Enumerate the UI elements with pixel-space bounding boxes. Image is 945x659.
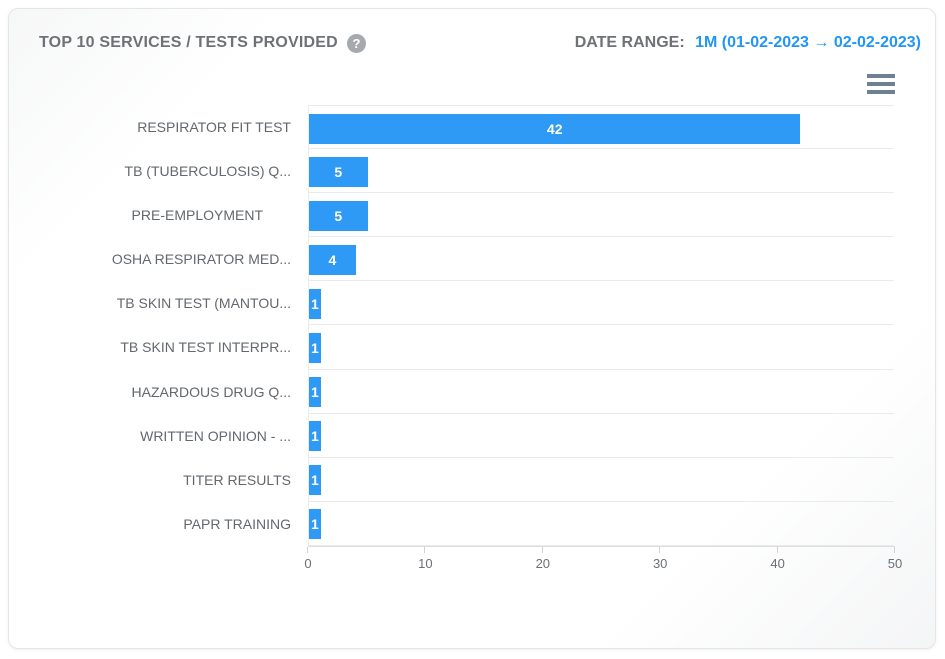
x-axis-tick-label: 40	[770, 556, 785, 571]
y-axis-category-label: TB SKIN TEST (MANTOU...	[116, 295, 291, 312]
chart-row: TB SKIN TEST (MANTOU... 1	[9, 281, 935, 326]
x-axis-tick-label: 30	[652, 556, 668, 571]
chart-row: TB (TUBERCULOSIS) Q... 5	[9, 149, 935, 194]
bar-value-label: 42	[546, 120, 563, 137]
bar-track: 1	[308, 413, 894, 458]
question-mark-icon[interactable]: ?	[346, 33, 366, 53]
chart-row: OSHA RESPIRATOR MED... 4	[9, 237, 935, 282]
bar-value-label: 1	[310, 339, 319, 356]
bar-value-label: 5	[334, 163, 343, 180]
bar[interactable]: 1	[309, 465, 321, 496]
y-axis-category-label: WRITTEN OPINION - ...	[140, 427, 291, 444]
top-services-chart-card: TOP 10 SERVICES / TESTS PROVIDED ? DATE …	[8, 8, 936, 649]
bar-value-label: 5	[334, 207, 343, 224]
bar[interactable]: 5	[309, 156, 368, 187]
bar-chart-plot-area: RESPIRATOR FIT TEST 42 TB (TUBERCULOSIS)…	[9, 105, 935, 546]
x-axis-tick	[894, 547, 895, 553]
bar-track: 1	[308, 369, 894, 414]
date-range-label: DATE RANGE:	[574, 34, 685, 51]
bar[interactable]: 1	[309, 377, 321, 408]
y-axis-category-label: PRE-EMPLOYMENT	[131, 207, 263, 224]
hamburger-bar	[867, 82, 895, 86]
date-range-value[interactable]: 1M (01-02-2023 → 02-02-2023)	[695, 34, 921, 51]
bar-track: 1	[308, 501, 894, 546]
bar-track: 5	[308, 149, 894, 194]
x-axis-tick	[424, 547, 426, 553]
y-axis-category-label: TB SKIN TEST INTERPR...	[120, 339, 291, 356]
chart-title: TOP 10 SERVICES / TESTS PROVIDED	[39, 34, 338, 51]
x-axis-tick	[541, 547, 543, 553]
x-axis-labels: 0 10 20 30 40 50	[304, 556, 902, 572]
bar[interactable]: 4	[309, 244, 356, 275]
bar-track: 1	[308, 281, 894, 326]
chart-row: PRE-EMPLOYMENT 5	[9, 193, 935, 238]
bar-track: 1	[308, 457, 894, 502]
date-range: DATE RANGE: 1M (01-02-2023 → 02-02-2023)	[575, 34, 921, 52]
chart-header: TOP 10 SERVICES / TESTS PROVIDED ? DATE …	[39, 32, 921, 54]
x-axis-tick	[776, 547, 778, 553]
bar[interactable]: 1	[309, 509, 321, 540]
bar[interactable]: 1	[309, 332, 321, 363]
x-axis-tick	[307, 547, 308, 553]
y-axis-category-label: RESPIRATOR FIT TEST	[137, 119, 291, 135]
bar-track: 5	[308, 193, 894, 238]
bar[interactable]: 5	[309, 200, 368, 231]
y-axis-category-label: HAZARDOUS DRUG Q...	[131, 383, 291, 400]
bar-value-label: 4	[328, 251, 337, 268]
bar-track: 42	[308, 105, 894, 150]
x-axis-line	[307, 546, 895, 553]
bar[interactable]: 1	[309, 288, 321, 319]
chart-row: PAPR TRAINING 1	[9, 501, 935, 546]
hamburger-bar	[867, 90, 895, 94]
bar-value-label: 1	[310, 295, 319, 312]
bar-track: 4	[308, 237, 894, 282]
chart-row: TB SKIN TEST INTERPR... 1	[9, 325, 935, 370]
bar-track: 1	[308, 325, 894, 370]
bar[interactable]: 1	[309, 421, 321, 452]
bar-value-label: 1	[310, 516, 319, 533]
chart-row: WRITTEN OPINION - ... 1	[9, 413, 935, 458]
x-axis-tick-label: 50	[887, 556, 903, 571]
bar-value-label: 1	[310, 428, 319, 445]
x-axis-tick-label: 20	[535, 556, 551, 571]
chart-row: RESPIRATOR FIT TEST 42	[9, 105, 935, 150]
bar-value-label: 1	[310, 472, 319, 489]
chart-row: TITER RESULTS 1	[9, 457, 935, 502]
bar-value-label: 1	[310, 384, 319, 401]
y-axis-category-label: PAPR TRAINING	[183, 515, 291, 532]
hamburger-menu-icon[interactable]	[867, 74, 895, 94]
x-axis-tick-label: 10	[418, 556, 433, 571]
x-axis-tick-label: 0	[304, 556, 312, 571]
hamburger-bar	[867, 74, 895, 78]
x-axis-tick	[659, 547, 661, 553]
bar[interactable]: 42	[309, 113, 801, 144]
y-axis-category-label: TB (TUBERCULOSIS) Q...	[124, 163, 291, 180]
y-axis-category-label: TITER RESULTS	[183, 471, 291, 488]
chart-row: HAZARDOUS DRUG Q... 1	[9, 369, 935, 414]
y-axis-category-label: OSHA RESPIRATOR MED...	[111, 251, 291, 268]
